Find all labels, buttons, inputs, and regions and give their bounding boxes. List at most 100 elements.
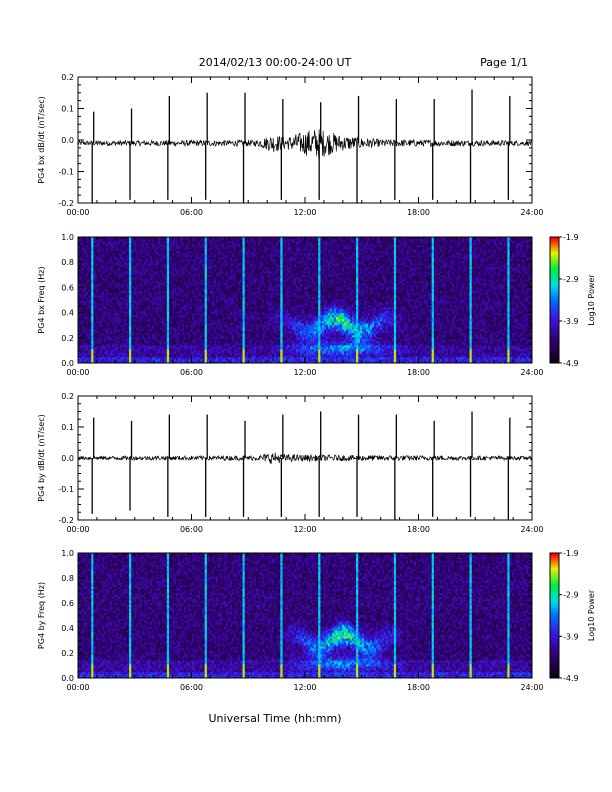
calibration-pulse-stripe — [166, 614, 170, 617]
calibration-pulse-stripe — [280, 654, 283, 657]
x-tick-label: 00:00 — [66, 368, 89, 377]
calibration-pulse-stripe — [507, 291, 510, 294]
calibration-pulse-stripe — [242, 644, 245, 647]
calibration-pulse-stripe — [280, 293, 283, 296]
calibration-pulse-stripe — [393, 295, 397, 298]
calibration-pulse-stripe — [431, 616, 434, 619]
calibration-pulse-stripe — [356, 237, 359, 240]
calibration-pulse-stripe — [356, 602, 359, 605]
calibration-pulse-stripe — [393, 351, 397, 354]
calibration-pulse-stripe — [507, 616, 510, 619]
calibration-pulse-stripe — [204, 570, 207, 574]
calibration-pulse-stripe — [393, 267, 397, 270]
calibration-pulse-stripe — [204, 315, 207, 318]
calibration-pulse-stripe — [166, 553, 170, 556]
calibration-pulse-stripe — [469, 642, 472, 645]
calibration-pulse-stripe — [469, 245, 472, 248]
calibration-pulse-stripe — [242, 295, 245, 298]
calibration-pulse-stripe — [393, 273, 397, 276]
colorbar-step — [550, 667, 559, 670]
calibration-pulse-stripe — [91, 349, 94, 352]
calibration-pulse-stripe — [280, 582, 283, 586]
calibration-pulse-stripe — [431, 323, 434, 326]
x-tick-label: 06:00 — [180, 525, 203, 534]
calibration-pulse-stripe — [356, 331, 359, 334]
colorbar-step — [550, 628, 559, 631]
calibration-pulse-stripe — [204, 313, 207, 316]
calibration-pulse-stripe — [166, 658, 170, 661]
calibration-pulse-stripe — [204, 590, 207, 593]
calibration-pulse-stripe — [431, 277, 434, 280]
calibration-pulse-stripe — [507, 293, 510, 296]
calibration-pulse-stripe — [469, 351, 472, 354]
colorbar-step — [550, 335, 559, 339]
calibration-pulse-stripe — [318, 245, 321, 248]
calibration-pulse-stripe — [91, 285, 94, 288]
calibration-pulse-stripe — [431, 668, 434, 671]
calibration-pulse-stripe — [431, 578, 434, 582]
calibration-pulse-stripe — [166, 309, 170, 312]
calibration-pulse-stripe — [129, 594, 132, 597]
calibration-pulse-stripe — [91, 676, 94, 679]
calibration-pulse-stripe — [356, 636, 359, 639]
calibration-pulse-stripe — [318, 251, 321, 254]
calibration-pulse-stripe — [91, 650, 94, 653]
calibration-pulse-stripe — [204, 584, 207, 588]
calibration-pulse-stripe — [166, 674, 170, 677]
calibration-pulse-stripe — [280, 345, 283, 348]
colorbar-step — [550, 339, 559, 343]
calibration-pulse-stripe — [318, 636, 321, 639]
calibration-pulse-stripe — [507, 600, 510, 603]
colorbar-step — [550, 245, 559, 248]
calibration-pulse-stripe — [393, 343, 397, 346]
calibration-pulse-stripe — [507, 345, 510, 348]
calibration-pulse-stripe — [242, 624, 245, 627]
calibration-pulse-stripe — [507, 325, 510, 328]
calibration-pulse-stripe — [356, 289, 359, 292]
calibration-pulse-stripe — [242, 584, 245, 588]
calibration-pulse-stripe — [91, 267, 94, 270]
calibration-pulse-stripe — [129, 283, 132, 286]
calibration-pulse-stripe — [242, 301, 245, 304]
calibration-pulse-stripe — [469, 580, 472, 584]
calibration-pulse-stripe — [393, 269, 397, 272]
calibration-pulse-stripe — [242, 658, 245, 661]
calibration-pulse-stripe — [204, 305, 207, 308]
calibration-pulse-stripe — [507, 650, 510, 653]
calibration-pulse-stripe — [507, 247, 510, 250]
calibration-pulse-stripe — [204, 620, 207, 623]
calibration-pulse-stripe — [129, 668, 132, 671]
calibration-pulse-stripe — [507, 327, 510, 330]
calibration-pulse-stripe — [507, 273, 510, 276]
calibration-pulse-stripe — [129, 287, 132, 290]
colorbar-step — [550, 655, 559, 658]
calibration-pulse-stripe — [393, 285, 397, 288]
calibration-pulse-stripe — [166, 568, 170, 572]
calibration-pulse-stripe — [431, 564, 434, 568]
calibration-pulse-stripe — [507, 283, 510, 286]
calibration-pulse-stripe — [318, 359, 321, 362]
calibration-pulse-stripe — [507, 618, 510, 621]
calibration-pulse-stripe — [393, 608, 397, 611]
calibration-pulse-stripe — [431, 620, 434, 623]
calibration-pulse-stripe — [129, 351, 132, 354]
calibration-pulse-stripe — [469, 664, 472, 667]
colorbar-step — [550, 586, 559, 589]
calibration-pulse-stripe — [129, 317, 132, 320]
calibration-pulse-stripe — [129, 674, 132, 677]
calibration-pulse-stripe — [129, 331, 132, 334]
calibration-pulse-stripe — [204, 604, 207, 607]
calibration-pulse-stripe — [356, 343, 359, 346]
calibration-pulse-stripe — [242, 616, 245, 619]
calibration-pulse-stripe — [318, 566, 321, 570]
calibration-pulse-stripe — [318, 576, 321, 580]
calibration-pulse-stripe — [129, 269, 132, 272]
calibration-pulse-stripe — [431, 676, 434, 679]
calibration-pulse-stripe — [204, 600, 207, 603]
calibration-pulse-stripe — [356, 335, 359, 338]
calibration-pulse-stripe — [242, 271, 245, 274]
calibration-pulse-stripe — [129, 664, 132, 667]
colorbar-step — [550, 598, 559, 602]
calibration-pulse-stripe — [129, 582, 132, 586]
